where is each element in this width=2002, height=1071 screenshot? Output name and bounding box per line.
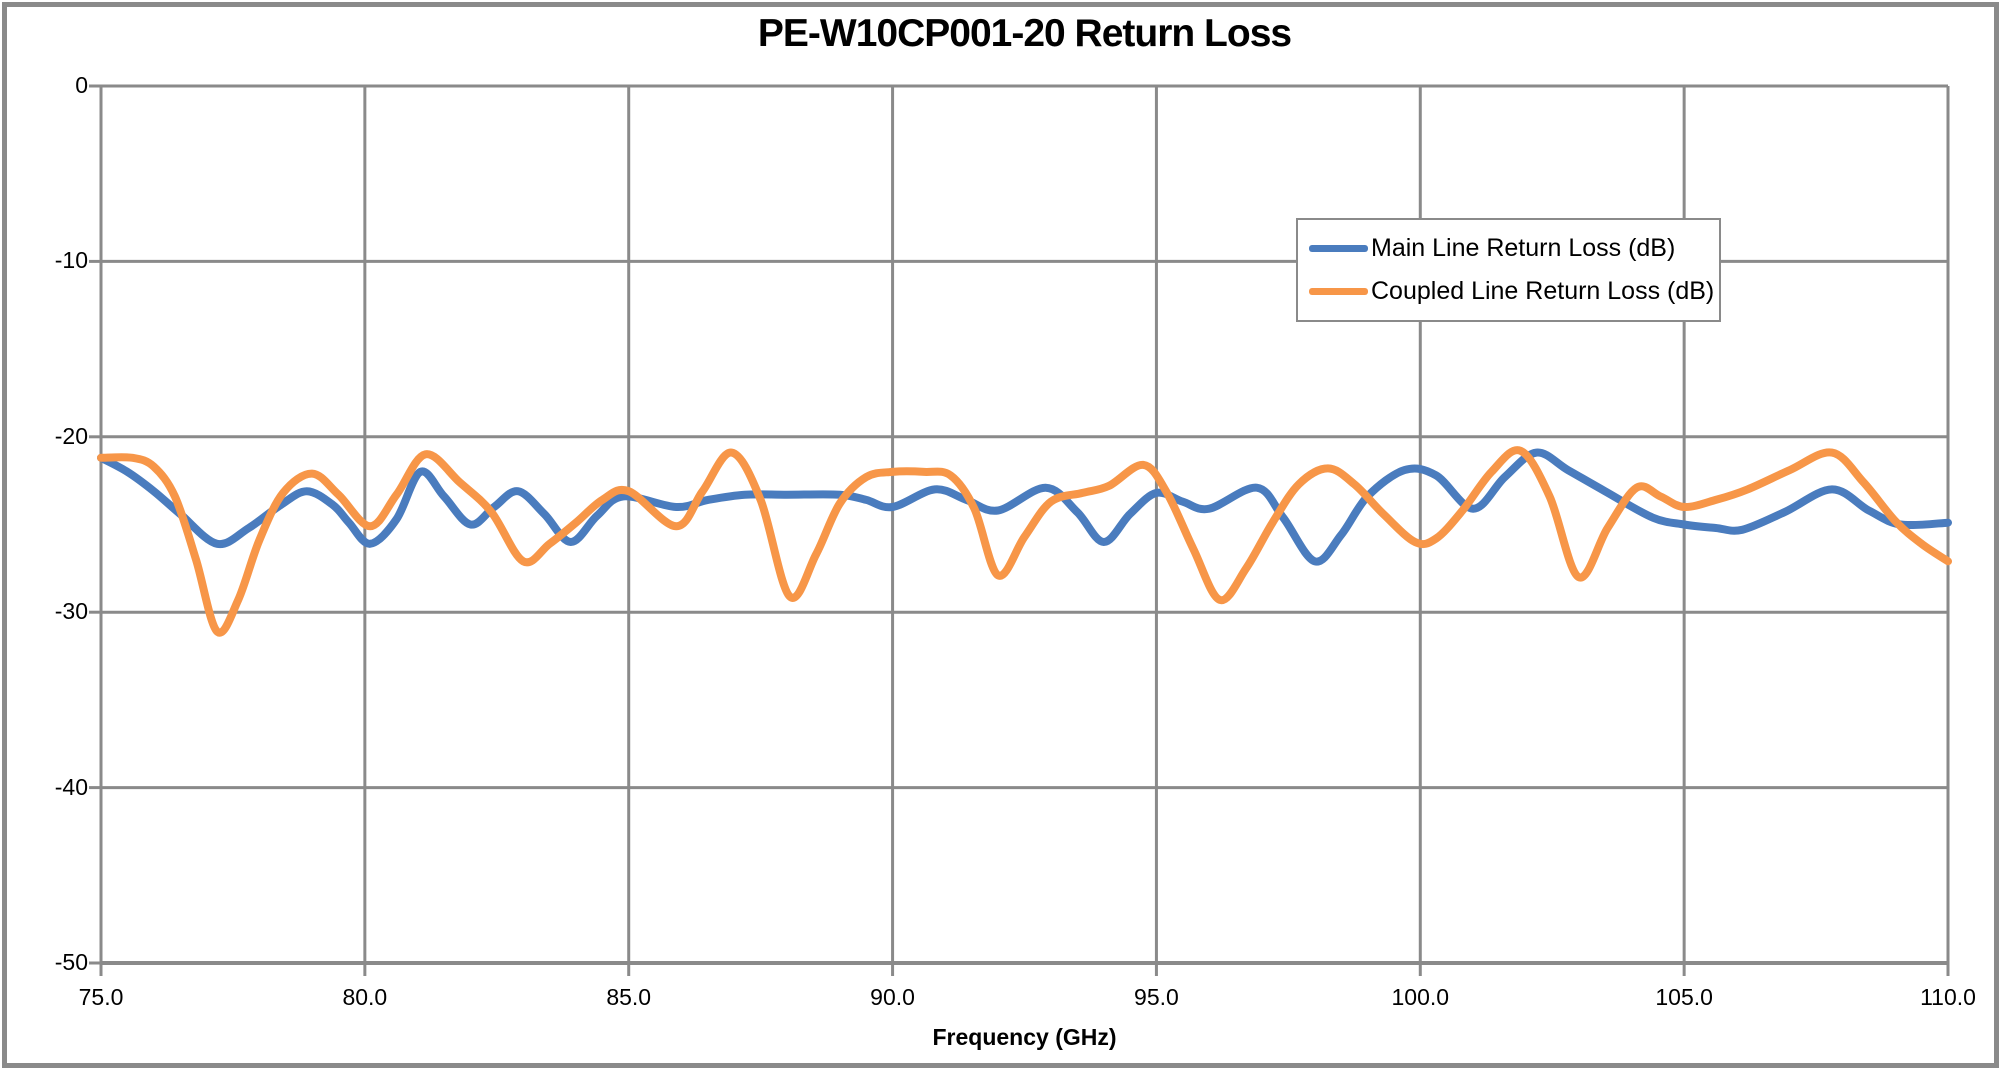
legend-label-main-line: Main Line Return Loss (dB) bbox=[1371, 234, 1676, 262]
y-tick-label: -20 bbox=[54, 422, 88, 449]
x-tick-label: 90.0 bbox=[870, 984, 915, 1010]
x-tick-label: 110.0 bbox=[1920, 984, 1976, 1010]
legend-label-coupled-line: Coupled Line Return Loss (dB) bbox=[1371, 277, 1715, 305]
coupled-line-series bbox=[97, 446, 1952, 637]
main-line-series bbox=[97, 448, 1952, 566]
y-tick-label: -50 bbox=[54, 949, 88, 975]
legend: Main Line Return Loss (dB) Coupled Line … bbox=[1296, 218, 1721, 322]
x-tick-label: 80.0 bbox=[342, 984, 388, 1010]
y-tick-label: -30 bbox=[54, 598, 88, 625]
y-tick-label: -40 bbox=[54, 773, 88, 800]
y-tick-label: -10 bbox=[54, 247, 88, 274]
y-tick-label: 0 bbox=[75, 72, 88, 98]
legend-item-coupled-line: Coupled Line Return Loss (dB) bbox=[1309, 277, 1719, 306]
x-tick-label: 105.0 bbox=[1655, 984, 1713, 1010]
coupled-line-swatch-icon bbox=[1309, 288, 1368, 295]
chart-title: PE-W10CP001-20 Return Loss bbox=[757, 12, 1292, 55]
x-tick-label: 85.0 bbox=[606, 984, 652, 1010]
main-line-swatch-icon bbox=[1309, 245, 1368, 252]
x-axis-title: Frequency (GHz) bbox=[932, 1024, 1117, 1050]
x-tick-label: 75.0 bbox=[78, 984, 124, 1010]
legend-item-main-line: Main Line Return Loss (dB) bbox=[1309, 234, 1719, 263]
x-tick-label: 95.0 bbox=[1134, 984, 1179, 1010]
x-tick-label: 100.0 bbox=[1391, 984, 1450, 1010]
